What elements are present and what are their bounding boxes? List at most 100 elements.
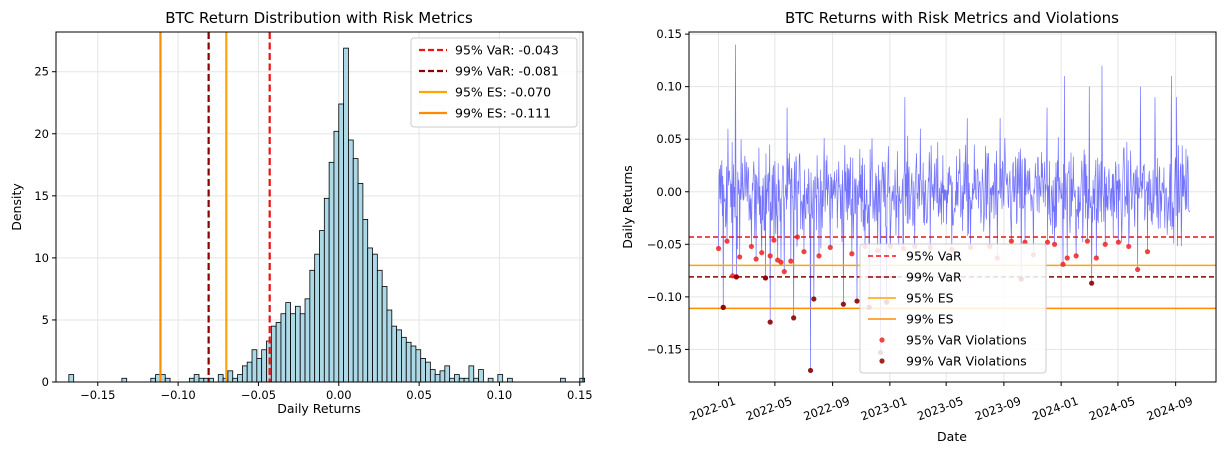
var95-violation-point — [849, 251, 855, 257]
var99-violation-point — [854, 298, 860, 304]
legend-label-var99-line: 99% VaR — [906, 270, 962, 285]
var95-violation-point — [794, 234, 801, 240]
histogram-bar — [381, 286, 388, 383]
returns-series-line — [718, 44, 1191, 371]
histogram-bar — [343, 47, 349, 383]
histogram-bar — [237, 374, 243, 383]
histogram-title: BTC Return Distribution with Risk Metric… — [165, 9, 473, 27]
histogram-bar — [458, 377, 465, 383]
var95-violation-point — [737, 254, 743, 260]
histogram-axes-frame — [55, 31, 584, 383]
histogram-legend: 95% VaR: -0.043 99% VaR: -0.081 95% ES: … — [410, 37, 578, 128]
var95-violation-point — [778, 259, 784, 265]
histogram-bar — [444, 365, 451, 383]
histogram-bar — [372, 253, 378, 383]
timeseries-y-ticks: −0.15 −0.10 −0.05 0.00 0.05 0.10 0.15 — [647, 27, 689, 356]
histogram-bar — [270, 325, 277, 383]
histogram-bar — [251, 349, 258, 383]
var95-violation-point — [1084, 238, 1091, 244]
ts-y-tick-label: −0.10 — [647, 290, 682, 304]
var95-violation-point — [767, 253, 773, 259]
var95-violation-point — [759, 250, 765, 256]
histogram-bar — [405, 341, 412, 383]
histogram-bar — [150, 377, 157, 383]
histogram-bar — [362, 219, 369, 383]
histogram-bar — [164, 377, 171, 383]
histogram-bar — [401, 336, 407, 383]
var99-violation-point — [762, 275, 769, 281]
histogram-bar — [256, 358, 263, 383]
var95-violation-point — [1051, 241, 1058, 247]
var95-violation-point — [753, 256, 759, 262]
var95-violation-point — [788, 258, 794, 264]
legend-label-var99: 99% VaR: -0.081 — [455, 64, 559, 79]
timeseries-title: BTC Returns with Risk Metrics and Violat… — [785, 9, 1119, 27]
histogram-bar — [391, 325, 398, 383]
histogram-bar — [468, 365, 475, 383]
histogram-bar — [68, 374, 75, 383]
legend-label-es95: 95% ES: -0.070 — [455, 85, 551, 100]
histogram-bar — [290, 313, 296, 383]
var99-violation-point — [733, 274, 739, 280]
var99-violation-point — [1089, 280, 1095, 286]
var99-violation-point — [811, 296, 817, 302]
histogram-bar — [232, 377, 238, 383]
histogram-bar — [121, 377, 128, 383]
histogram-bar — [299, 313, 306, 383]
var95-violation-point — [1115, 239, 1121, 245]
ts-y-tick-label: −0.15 — [647, 342, 682, 356]
hist-x-tick-label: −0.10 — [160, 388, 195, 402]
legend-swatch-var99-violations — [879, 358, 885, 364]
histogram-bar — [420, 358, 426, 383]
histogram-bar — [376, 269, 383, 383]
histogram-bar — [227, 370, 234, 383]
timeseries-axes-frame — [688, 31, 1217, 383]
hist-y-tick-label: 15 — [34, 189, 49, 203]
histogram-bar — [473, 377, 479, 383]
histogram-bar — [285, 302, 291, 383]
hist-y-tick-label: 25 — [34, 65, 49, 79]
var95-violation-point — [715, 245, 722, 252]
histogram-bar — [333, 130, 340, 383]
histogram-bar — [386, 309, 393, 383]
histogram-bar — [478, 369, 484, 383]
histogram-bar — [261, 349, 267, 383]
var95-violation-point — [1126, 243, 1132, 250]
histogram-bar — [429, 369, 436, 383]
var95-violation-point — [1135, 266, 1141, 273]
histogram-bar — [434, 374, 441, 383]
histogram-bar — [275, 322, 282, 383]
histogram-bar — [241, 365, 248, 383]
histogram-x-label: Daily Returns — [277, 401, 361, 416]
var95-violation-point — [781, 269, 787, 275]
ts-y-tick-label: 0.15 — [656, 27, 682, 41]
ts-y-tick-label: −0.05 — [647, 237, 682, 251]
histogram-y-label: Density — [9, 183, 24, 231]
var95-violation-point — [724, 238, 730, 244]
var99-violation-point — [807, 367, 814, 374]
legend-label-es95-line: 95% ES — [906, 291, 954, 306]
timeseries-y-label: Daily Returns — [620, 165, 635, 249]
legend-label-var95-line: 95% VaR — [906, 249, 962, 264]
histogram-bar — [454, 374, 460, 383]
var99-violation-point — [791, 315, 797, 321]
histogram-legend-box — [410, 37, 578, 128]
histogram-bar — [357, 183, 364, 383]
timeseries-x-label: Date — [937, 429, 967, 444]
var95-violation-point — [748, 243, 755, 250]
histogram-bar — [280, 313, 287, 383]
timeseries-panel: BTC Returns with Risk Metrics and Violat… — [620, 9, 1217, 444]
var95-violation-point — [816, 253, 822, 259]
histogram-bar — [367, 247, 373, 383]
hist-x-tick-label: 0.05 — [406, 388, 432, 402]
var99-violation-point — [720, 304, 726, 310]
histogram-bar — [410, 345, 417, 383]
ts-y-tick-label: 0.00 — [656, 185, 682, 199]
hist-x-tick-label: 0.15 — [567, 388, 593, 402]
hist-x-tick-label: 0.00 — [326, 388, 352, 402]
histogram-bar — [560, 377, 566, 383]
histogram-bar — [328, 161, 335, 383]
var95-violation-point — [827, 244, 833, 251]
histogram-bar — [497, 374, 504, 383]
